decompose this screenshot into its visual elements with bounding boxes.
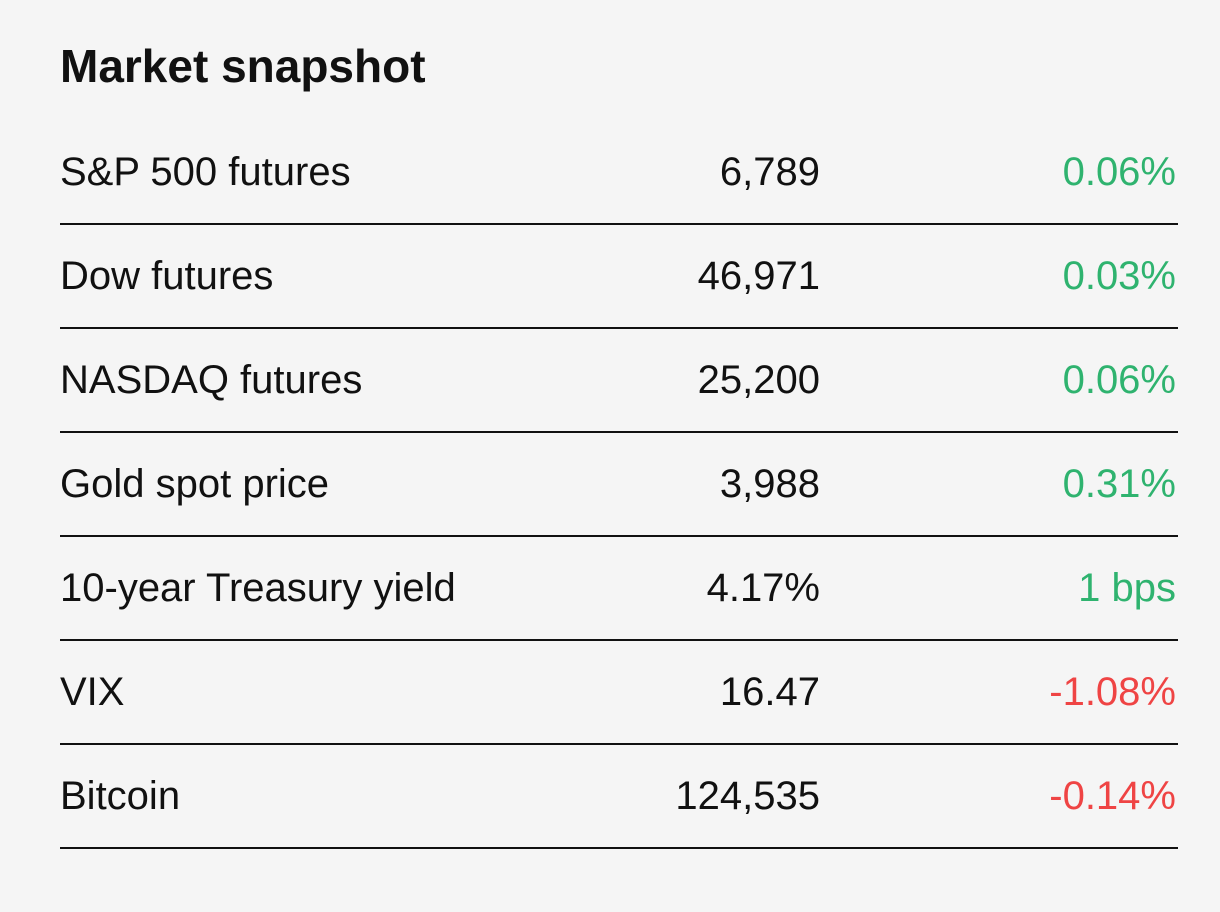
table-row: S&P 500 futures 6,789 0.06% [60, 121, 1178, 225]
row-value: 4.17% [706, 566, 820, 610]
row-change: 0.31% [1062, 462, 1176, 506]
row-value: 16.47 [719, 670, 820, 714]
table-row: Dow futures 46,971 0.03% [60, 225, 1178, 329]
row-value: 3,988 [719, 462, 820, 506]
table-row: 10-year Treasury yield 4.17% 1 bps [60, 537, 1178, 641]
row-change: 0.06% [1062, 358, 1176, 402]
row-value: 124,535 [675, 774, 820, 818]
row-name: NASDAQ futures [60, 358, 363, 402]
table-row: VIX 16.47 -1.08% [60, 641, 1178, 745]
table: S&P 500 futures 6,789 0.06% Dow futures 46,9… [60, 121, 1178, 849]
table-row: NASDAQ futures 25,200 0.06% [60, 329, 1178, 433]
row-value: 6,789 [719, 150, 820, 194]
row-name: Gold spot price [60, 462, 330, 506]
row-name: Dow futures [60, 254, 274, 298]
row-name: S&P 500 futures [60, 150, 351, 194]
row-change: 1 bps [1078, 566, 1176, 610]
row-name: VIX [60, 670, 125, 714]
row-value: 46,971 [697, 254, 820, 298]
row-name: 10-year Treasury yield [60, 566, 456, 610]
row-value: 25,200 [697, 358, 820, 402]
row-name: Bitcoin [60, 774, 181, 818]
row-change: -1.08% [1049, 670, 1176, 714]
title: Market snapshot [60, 40, 426, 92]
table-row: Gold spot price 3,988 0.31% [60, 433, 1178, 537]
row-change: 0.03% [1062, 254, 1176, 298]
table-row: Bitcoin 124,535 -0.14% [60, 745, 1178, 849]
row-change: 0.06% [1062, 150, 1176, 194]
row-change: -0.14% [1049, 774, 1176, 818]
